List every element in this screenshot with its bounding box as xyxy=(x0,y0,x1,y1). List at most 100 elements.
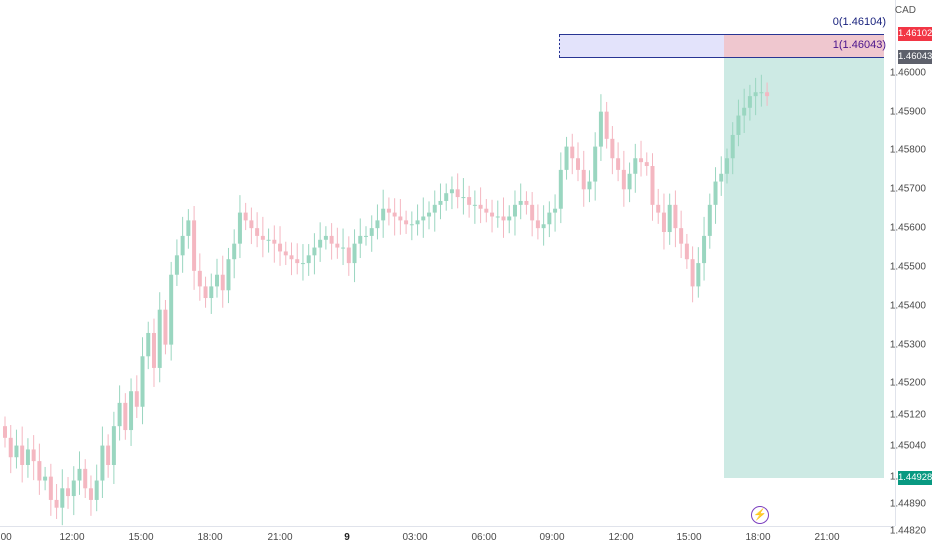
candle-body xyxy=(564,146,569,170)
candle-body xyxy=(639,158,644,163)
candle-body xyxy=(335,243,340,248)
candle-body xyxy=(667,204,672,233)
candle-body xyxy=(186,220,191,236)
candle-body xyxy=(724,158,729,174)
candle-body xyxy=(283,251,288,256)
candle-body xyxy=(501,216,506,221)
candle-body xyxy=(438,200,443,205)
fib-level-0-label[interactable]: 0(1.46104) xyxy=(832,16,886,28)
time-tick: 15:00 xyxy=(676,532,702,543)
time-tick: 21:00 xyxy=(267,532,293,543)
candle-body xyxy=(650,166,655,205)
candle-body xyxy=(467,197,472,205)
candle-body xyxy=(20,445,25,465)
candle-body xyxy=(192,220,197,271)
candle-body xyxy=(484,208,489,213)
price-tick: 1.45700 xyxy=(889,183,926,195)
time-tick: 06:00 xyxy=(471,532,497,543)
candle-body xyxy=(71,480,76,497)
candle-body xyxy=(88,488,93,500)
candle-body xyxy=(25,449,30,465)
candle-body xyxy=(197,270,202,287)
candle-body xyxy=(702,235,707,264)
candle-body xyxy=(679,228,684,244)
candle-body xyxy=(220,274,225,291)
candle-body xyxy=(765,92,770,97)
candle-body xyxy=(398,216,403,221)
candle-body xyxy=(753,92,758,97)
candle-body xyxy=(747,96,752,108)
candle-body xyxy=(37,461,42,481)
candle-body xyxy=(48,476,53,500)
candles-layer xyxy=(3,74,770,526)
fib-band-left[interactable] xyxy=(559,35,724,57)
lightning-event-icon[interactable]: ⚡ xyxy=(751,506,769,524)
candle-body xyxy=(759,92,764,94)
fib-band-right[interactable] xyxy=(724,35,884,57)
candle-body xyxy=(341,247,346,249)
candle-body xyxy=(163,309,168,345)
price-tick: 1.45040 xyxy=(889,440,926,452)
candle-body xyxy=(707,204,712,236)
candle-body xyxy=(581,169,586,190)
candle-body xyxy=(226,259,231,291)
candle-body xyxy=(215,274,220,287)
candle-body xyxy=(60,488,65,508)
candle-body xyxy=(363,235,368,237)
candle-body xyxy=(730,134,735,159)
candle-body xyxy=(742,107,747,116)
candle-body xyxy=(237,212,242,244)
candle-body xyxy=(3,426,7,438)
currency-label[interactable]: CAD xyxy=(894,5,916,16)
candle-body xyxy=(352,243,357,264)
time-tick: 9:00 xyxy=(0,532,12,543)
candle-body xyxy=(535,220,540,229)
candle-body xyxy=(369,228,374,236)
candle-body xyxy=(421,216,426,221)
candle-body xyxy=(272,239,277,244)
candle-body xyxy=(134,391,139,407)
candle-body xyxy=(43,476,48,481)
price-tick: 1.45600 xyxy=(889,222,926,234)
candle-body xyxy=(249,220,254,229)
candle-body xyxy=(472,204,477,206)
fib-level-1-label[interactable]: 1(1.46043) xyxy=(832,39,886,51)
candle-body xyxy=(323,235,328,240)
last-price-badge: 1.44928 xyxy=(898,471,932,485)
candle-body xyxy=(656,204,661,213)
price-tick: 1.45300 xyxy=(889,339,926,351)
candle-body xyxy=(358,235,363,244)
candle-body xyxy=(530,204,535,221)
time-tick: 18:00 xyxy=(745,532,771,543)
candle-body xyxy=(587,181,592,190)
candle-body xyxy=(455,189,460,198)
candle-body xyxy=(318,239,323,248)
candle-body xyxy=(690,259,695,287)
candle-body xyxy=(83,468,88,489)
price-tick: 1.46000 xyxy=(889,67,926,79)
candle-body xyxy=(547,212,552,225)
candle-body xyxy=(100,445,105,481)
time-tick: 03:00 xyxy=(402,532,428,543)
time-tick: 9 xyxy=(344,532,350,543)
candle-body xyxy=(541,224,546,229)
candle-body xyxy=(140,356,145,407)
candle-body xyxy=(266,239,271,241)
candle-body xyxy=(123,402,128,431)
price-tick: 1.45900 xyxy=(889,106,926,118)
time-tick: 09:00 xyxy=(539,532,565,543)
candle-body xyxy=(507,216,512,221)
candle-body xyxy=(610,138,615,159)
candle-body xyxy=(14,445,19,458)
candle-body xyxy=(576,158,580,170)
candle-body xyxy=(598,111,603,147)
candle-body xyxy=(495,216,500,218)
candle-body xyxy=(616,158,621,170)
candle-body xyxy=(243,212,248,221)
time-tick: 21:00 xyxy=(814,532,840,543)
target-zone[interactable] xyxy=(724,57,884,478)
candle-body xyxy=(661,212,666,233)
time-tick: 12:00 xyxy=(59,532,85,543)
candle-body xyxy=(524,200,529,205)
